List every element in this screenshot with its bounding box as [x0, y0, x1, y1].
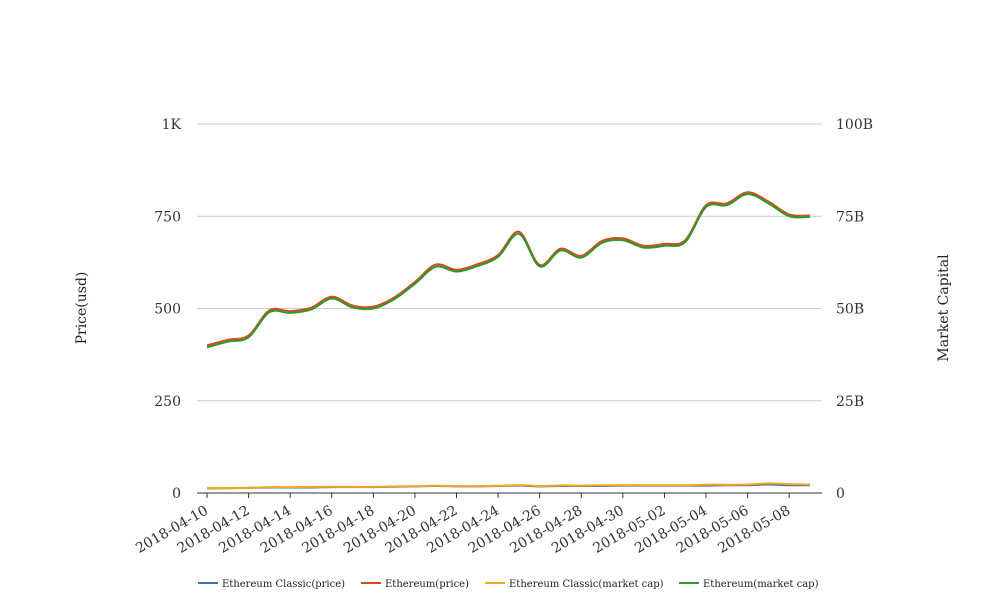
left-tick-label: 500: [154, 302, 181, 318]
legend-label: Ethereum(market cap): [703, 579, 819, 590]
gridlines: [197, 123, 822, 494]
right-tick-label: 100B: [836, 117, 873, 133]
legend[interactable]: Ethereum Classic(price) Ethereum(price) Et…: [198, 579, 819, 590]
right-tick-label: 50B: [836, 302, 864, 318]
left-tick-label: 250: [154, 394, 181, 410]
legend-item[interactable]: Ethereum(price): [361, 579, 469, 590]
legend-label: Ethereum Classic(price): [222, 579, 345, 590]
left-tick-label: 1K: [162, 117, 182, 133]
series-line-ethereum-price: [206, 191, 811, 347]
right-tick-label: 0: [836, 486, 845, 502]
right-tick-label: 75B: [836, 209, 864, 225]
series-lines: [206, 191, 811, 490]
left-axis-title: Price(usd): [74, 272, 90, 345]
right-axis-title: Market Capital: [936, 254, 952, 362]
series-line-ethereum-market-cap: [206, 193, 811, 349]
series-line-ethereum-classic-market-cap: [206, 482, 811, 490]
legend-item[interactable]: Ethereum Classic(market cap): [485, 579, 664, 590]
right-axis-ticks: 0 25B 50B 75B 100B: [836, 117, 873, 502]
legend-item[interactable]: Ethereum(market cap): [679, 579, 819, 590]
left-tick-label: 0: [172, 486, 181, 502]
right-tick-label: 25B: [836, 394, 864, 410]
legend-label: Ethereum Classic(market cap): [509, 579, 664, 590]
left-tick-label: 750: [154, 209, 181, 225]
left-axis-ticks: 0 250 500 750 1K: [154, 117, 181, 502]
legend-label: Ethereum(price): [385, 579, 469, 590]
legend-item[interactable]: Ethereum Classic(price): [198, 579, 345, 590]
x-axis-ticks: 2018-04-102018-04-122018-04-142018-04-16…: [133, 493, 793, 557]
